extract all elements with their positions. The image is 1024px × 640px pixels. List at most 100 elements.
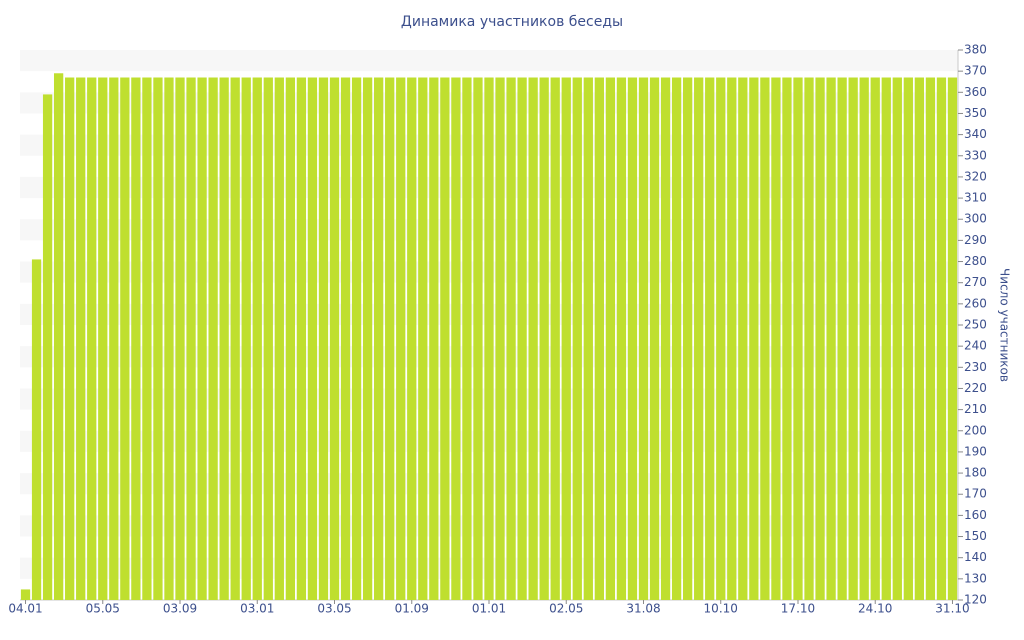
bar: [528, 77, 538, 600]
bar: [925, 77, 936, 600]
bar: [683, 77, 693, 600]
bar: [561, 77, 571, 600]
bar: [374, 77, 384, 600]
y-tick-label: 160: [964, 508, 987, 522]
x-tick-label: 03.05: [317, 602, 351, 616]
x-tick-label: 01.01: [472, 602, 506, 616]
x-tick-label: 03.09: [163, 602, 197, 616]
bar: [605, 77, 616, 600]
bar: [131, 77, 141, 600]
bar: [473, 77, 483, 600]
bar: [53, 73, 64, 601]
bar: [859, 77, 869, 600]
y-tick-label: 150: [964, 529, 987, 543]
bar: [87, 77, 97, 600]
y-tick-label: 350: [964, 106, 987, 120]
y-tick-label: 190: [964, 444, 987, 458]
bar: [142, 77, 152, 600]
bar: [870, 77, 880, 600]
chart-title: Динамика участников беседы: [401, 14, 623, 30]
bar: [197, 77, 207, 600]
bar: [914, 77, 925, 600]
bar: [804, 77, 814, 600]
bar: [550, 77, 560, 600]
y-tick-label: 280: [964, 254, 987, 268]
bar: [120, 77, 130, 600]
bar: [252, 77, 262, 600]
x-tick-label: 04.01: [8, 602, 42, 616]
bar: [98, 77, 108, 600]
bar: [848, 77, 858, 600]
bar: [65, 77, 75, 600]
bar: [340, 77, 351, 600]
bar: [771, 77, 781, 600]
bar: [539, 77, 549, 600]
x-tick-label: 10.10: [704, 602, 738, 616]
x-tick-label: 05.05: [86, 602, 120, 616]
bar: [594, 77, 604, 600]
bar: [285, 77, 295, 600]
bar: [881, 77, 891, 600]
bar: [671, 77, 682, 600]
x-tick-label: 31.08: [626, 602, 660, 616]
bar: [318, 77, 329, 600]
y-tick-label: 120: [964, 593, 987, 607]
bar: [638, 77, 649, 600]
bar: [583, 77, 593, 600]
bar: [329, 77, 340, 600]
bar: [705, 77, 715, 600]
bar: [385, 77, 395, 600]
y-tick-label: 270: [964, 275, 987, 289]
x-tick-label: 17.10: [781, 602, 815, 616]
bar: [274, 77, 284, 600]
bar: [903, 77, 913, 600]
x-tick-label: 02.05: [549, 602, 583, 616]
bar: [616, 77, 627, 600]
y-tick-label: 370: [964, 64, 987, 78]
bar: [396, 77, 406, 600]
bar: [716, 77, 726, 600]
bar: [20, 589, 31, 600]
bar: [208, 77, 218, 600]
y-tick-label: 140: [964, 550, 987, 564]
y-tick-label: 380: [964, 43, 987, 57]
x-tick-label: 31.10: [935, 602, 969, 616]
bar: [296, 77, 307, 600]
y-tick-label: 330: [964, 148, 987, 162]
bar: [694, 77, 704, 600]
y-axis-label: Число участников: [998, 268, 1012, 382]
bar: [241, 77, 251, 600]
bar: [837, 77, 847, 600]
bar: [947, 77, 958, 600]
bar: [153, 77, 163, 600]
bar: [793, 77, 803, 600]
bar: [517, 77, 527, 600]
bar: [42, 94, 53, 600]
bar: [749, 77, 759, 600]
bar: [506, 77, 516, 600]
bar: [186, 77, 196, 600]
bar: [440, 77, 450, 600]
y-tick-label: 200: [964, 423, 987, 437]
bar: [892, 77, 902, 600]
bar: [495, 77, 505, 600]
y-tick-label: 170: [964, 487, 987, 501]
bar: [936, 77, 947, 600]
bar: [175, 77, 185, 600]
bar: [164, 77, 174, 600]
bar: [407, 77, 417, 600]
bar: [31, 259, 42, 600]
bar: [351, 77, 362, 600]
bar: [826, 77, 836, 600]
y-tick-label: 250: [964, 318, 987, 332]
y-tick-label: 300: [964, 212, 987, 226]
y-tick-label: 230: [964, 360, 987, 374]
y-tick-label: 360: [964, 85, 987, 99]
y-tick-label: 290: [964, 233, 987, 247]
y-tick-label: 320: [964, 169, 987, 183]
y-tick-label: 210: [964, 402, 987, 416]
y-tick-label: 240: [964, 339, 987, 353]
bar: [263, 77, 273, 600]
x-tick-label: 01.09: [395, 602, 429, 616]
